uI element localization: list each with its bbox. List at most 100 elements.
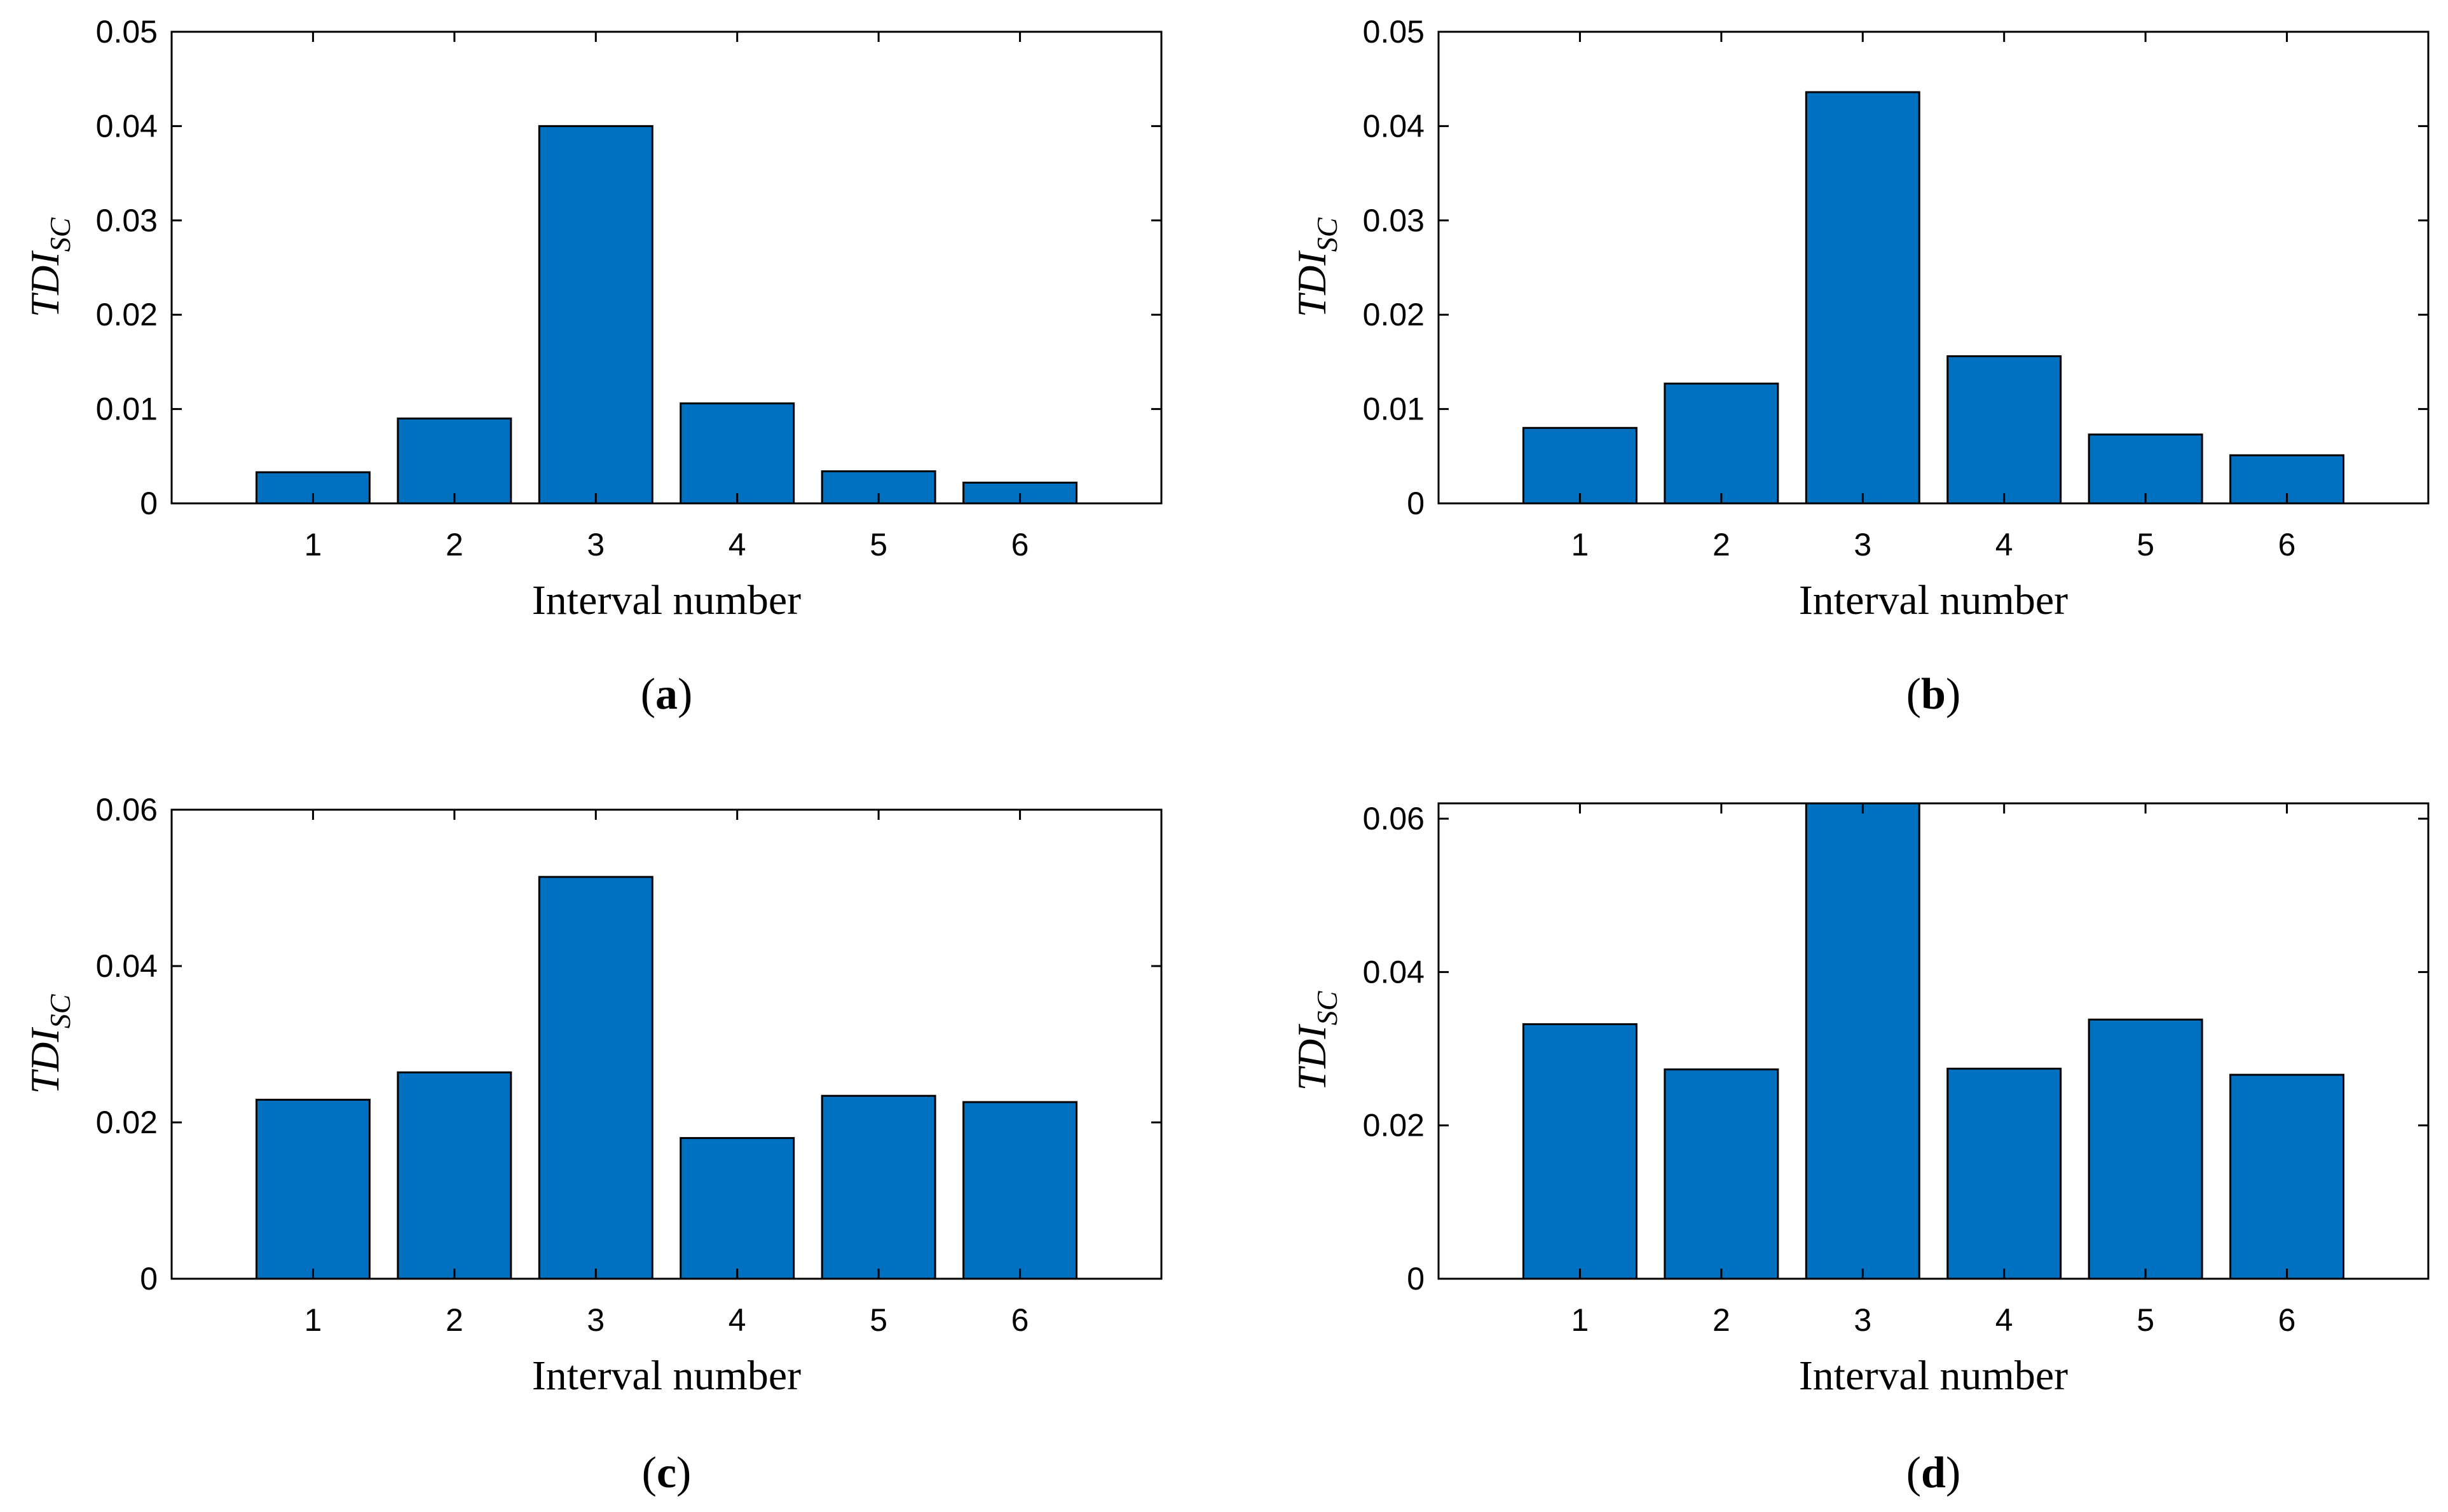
x-tick-label: 3 — [1854, 1302, 1871, 1338]
y-tick-label: 0.03 — [1363, 203, 1425, 238]
x-tick-label: 4 — [728, 1302, 746, 1338]
bar-2 — [1664, 383, 1779, 505]
y-tick-label: 0.05 — [1363, 14, 1425, 50]
bar-3 — [1805, 802, 1920, 1280]
plot-area-frame — [170, 31, 1163, 505]
x-tick-label: 2 — [446, 527, 463, 562]
chart-panel-d: 0 0.02 0.04 0.06 1 2 3 4 5 6 Interval number TDISC (… — [1289, 801, 2430, 1497]
y-tick-label: 0.03 — [96, 203, 158, 238]
x-tick-label: 4 — [1995, 527, 2013, 562]
caption-letter: c — [657, 1448, 676, 1497]
plot-area-frame — [1437, 802, 2430, 1280]
y-axis-title: TDISC — [1289, 217, 1343, 317]
x-axis-title: Interval number — [1799, 1352, 2068, 1399]
x-axis-title: Interval number — [532, 577, 801, 623]
plot-area-frame — [170, 808, 1163, 1280]
panel-caption: (c) — [642, 1448, 692, 1497]
x-tick-label: 6 — [2278, 527, 2296, 562]
bar-6 — [2229, 1073, 2345, 1280]
panel-caption: (a) — [641, 670, 693, 719]
y-tick-label: 0 — [140, 486, 158, 521]
x-tick-label: 5 — [2137, 527, 2154, 562]
bar-4 — [680, 402, 795, 505]
x-tick-label: 1 — [1571, 527, 1589, 562]
caption-close-paren: ) — [1946, 670, 1960, 719]
y-tick-label: 0.04 — [1363, 954, 1425, 990]
y-tick-label: 0.04 — [96, 108, 158, 144]
x-tick-label: 5 — [870, 527, 887, 562]
bar-2 — [1664, 1068, 1779, 1280]
y-axis-title-main: TDI — [1289, 250, 1334, 318]
plot-area-frame — [1437, 31, 2430, 505]
y-tick-label: 0 — [1407, 1261, 1425, 1297]
caption-open-paren: ( — [1906, 1448, 1921, 1497]
bar-5 — [821, 1094, 936, 1280]
y-tick-label: 0.04 — [96, 948, 158, 984]
caption-letter: b — [1921, 670, 1946, 719]
x-tick-label: 3 — [587, 1302, 605, 1338]
bar-6 — [962, 1101, 1078, 1280]
x-tick-label: 6 — [1011, 1302, 1029, 1338]
bar-5 — [2088, 1018, 2203, 1280]
bar-1 — [255, 1098, 371, 1280]
y-axis-title-subscript: SC — [44, 993, 76, 1028]
bar-1 — [1522, 1023, 1638, 1280]
caption-open-paren: ( — [1906, 670, 1921, 719]
y-tick-label: 0.01 — [1363, 392, 1425, 427]
y-tick-label: 0.02 — [1363, 1108, 1425, 1143]
x-tick-label: 1 — [304, 527, 322, 562]
y-tick-label: 0 — [1407, 486, 1425, 521]
y-tick-label: 0.06 — [96, 792, 158, 828]
y-tick-label: 0.05 — [96, 14, 158, 50]
x-tick-label: 5 — [2137, 1302, 2154, 1338]
bar-5 — [2088, 433, 2203, 505]
caption-close-paren: ) — [678, 670, 692, 719]
x-axis-title: Interval number — [1799, 577, 2068, 623]
chart-panel-b: 0 0.01 0.02 0.03 0.04 0.05 1 2 3 4 5 6 Interval numb… — [1289, 14, 2430, 719]
x-tick-label: 1 — [1571, 1302, 1589, 1338]
y-axis-title-subscript: SC — [1311, 990, 1343, 1025]
bar-2 — [397, 1071, 512, 1280]
caption-close-paren: ) — [1946, 1448, 1960, 1497]
y-axis-title: TDISC — [22, 217, 76, 317]
caption-open-paren: ( — [641, 670, 655, 719]
y-axis-title-main: TDI — [1289, 1024, 1334, 1091]
x-tick-label: 1 — [304, 1302, 322, 1338]
x-tick-label: 6 — [2278, 1302, 2296, 1338]
x-tick-label: 4 — [728, 527, 746, 562]
y-axis-title-main: TDI — [22, 250, 67, 318]
x-tick-label: 6 — [1011, 527, 1029, 562]
bar-4 — [1946, 1067, 2062, 1280]
bar-1 — [1522, 426, 1638, 505]
x-tick-label: 5 — [870, 1302, 887, 1338]
x-tick-label: 3 — [587, 527, 605, 562]
x-axis-title: Interval number — [532, 1352, 801, 1399]
y-tick-label: 0.06 — [1363, 801, 1425, 836]
y-tick-label: 0.04 — [1363, 108, 1425, 144]
bar-3 — [538, 876, 653, 1280]
y-axis-title-main: TDI — [22, 1027, 67, 1094]
y-tick-label: 0 — [140, 1261, 158, 1297]
y-axis-title: TDISC — [1289, 990, 1343, 1091]
y-tick-label: 0.02 — [96, 1105, 158, 1140]
caption-open-paren: ( — [642, 1448, 657, 1497]
chart-panel-a: 0 0.01 0.02 0.03 0.04 0.05 1 2 3 4 5 6 Interval numb… — [22, 14, 1163, 719]
y-axis-title: TDISC — [22, 993, 76, 1094]
x-tick-label: 3 — [1854, 527, 1871, 562]
bar-4 — [680, 1137, 795, 1280]
x-tick-label: 2 — [446, 1302, 463, 1338]
caption-close-paren: ) — [676, 1448, 691, 1497]
x-tick-label: 4 — [1995, 1302, 2013, 1338]
y-axis-title-subscript: SC — [44, 217, 76, 252]
panel-caption: (d) — [1906, 1448, 1961, 1497]
panel-caption: (b) — [1906, 670, 1961, 719]
y-tick-label: 0.01 — [96, 392, 158, 427]
x-tick-label: 2 — [1713, 527, 1730, 562]
bar-3 — [538, 125, 653, 505]
y-tick-label: 0.02 — [1363, 297, 1425, 332]
caption-letter: d — [1921, 1448, 1946, 1497]
y-tick-label: 0.02 — [96, 297, 158, 332]
y-axis-title-subscript: SC — [1311, 217, 1343, 252]
caption-letter: a — [655, 670, 678, 719]
bar-3 — [1805, 91, 1920, 505]
